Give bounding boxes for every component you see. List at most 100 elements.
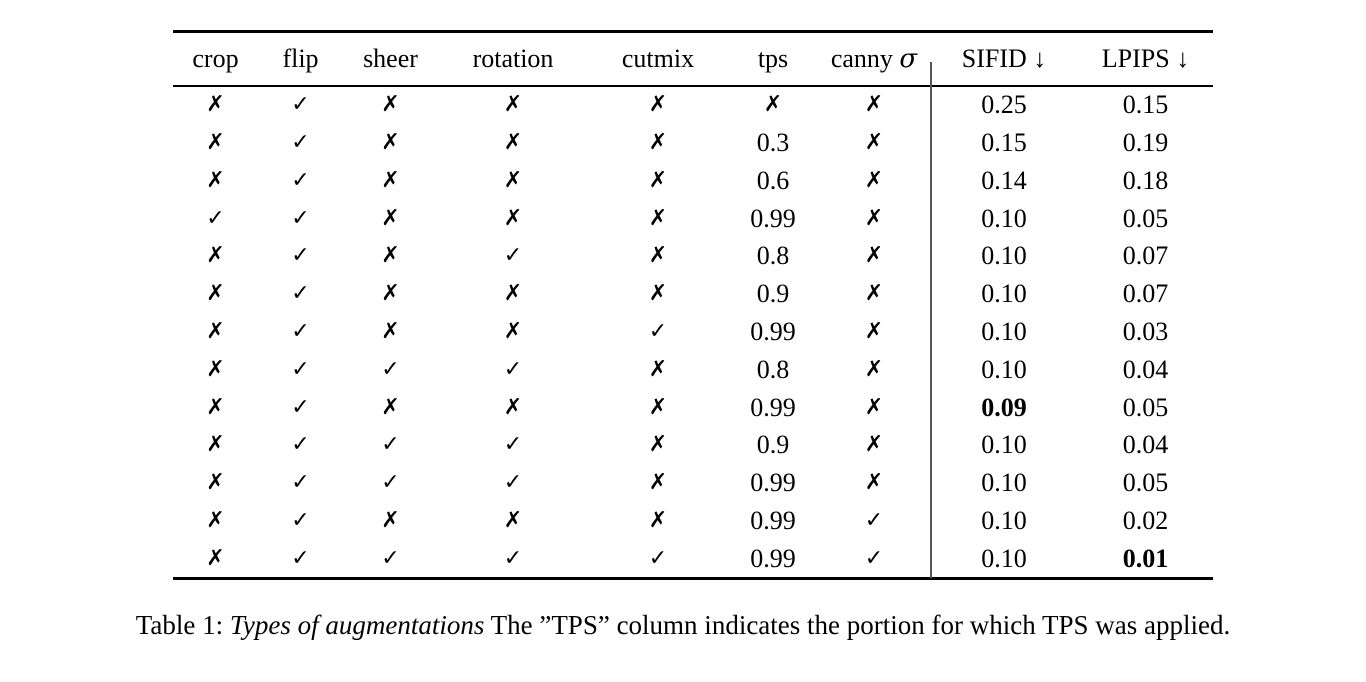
cross-mark-icon: ✗ [503,318,523,344]
table-cell: 0.99 [750,468,796,498]
check-mark-icon: ✓ [291,167,310,193]
table-cell: 0.04 [1122,430,1169,460]
table-cell: 0.15 [981,128,1027,158]
caption-italic-title: Types of augmentations [229,610,485,640]
table-cell: 0.03 [1122,316,1169,346]
check-mark-icon: ✓ [291,507,310,533]
table-cell: 0.10 [981,316,1027,346]
cross-mark-icon: ✗ [381,507,400,533]
table-cell: 0.99 [750,505,796,535]
table-row: ✗ ✓ ✗ ✗ ✗ ✗ ✗ 0.25 0.15 [173,87,1213,125]
table-cell: 0.99 [750,392,796,422]
table-body: ✗ ✓ ✗ ✗ ✗ ✗ ✗ 0.25 0.15 ✗ ✓ ✗ ✗ ✗ 0.3 ✗ 0.15 0.19 ✗ ✓ ✗ ✗ ✗ 0.6… [173,87,1213,578]
cross-mark-icon: ✗ [648,130,668,156]
table-cell: 0.15 [1122,90,1169,120]
table-cell: 0.05 [1122,468,1169,498]
check-mark-icon: ✓ [291,545,310,571]
cross-mark-icon: ✗ [648,356,668,382]
cross-mark-icon: ✗ [648,394,668,420]
column-header-sheer: sheer [363,44,418,73]
caption-label: Table 1: [135,610,230,640]
cross-mark-icon: ✗ [381,318,400,344]
cross-mark-icon: ✗ [864,394,884,420]
column-header-cutmix: cutmix [621,44,695,73]
check-mark-icon: ✓ [503,545,523,571]
cross-mark-icon: ✗ [864,92,884,118]
cross-mark-icon: ✗ [864,130,884,156]
column-header-sifid: SIFID ↓ [961,44,1047,73]
table-row: ✗ ✓ ✓ ✓ ✗ 0.99 ✗ 0.10 0.05 [173,464,1213,502]
check-mark-icon: ✓ [381,545,400,571]
cross-mark-icon: ✗ [206,318,225,344]
augmentation-table: crop flip sheer rotation cutmix tps canny σ SIF… [173,30,1213,581]
table-caption: Table 1: Types of augmentations The ”TPS… [0,608,1366,643]
table-cell: 0.10 [981,203,1027,233]
sigma-symbol: σ [899,44,918,74]
table-cell: 0.10 [981,543,1027,573]
cross-mark-icon: ✗ [206,92,225,118]
table-cell: 0.6 [756,165,790,195]
check-mark-icon: ✓ [206,205,225,231]
table-row: ✗ ✓ ✗ ✗ ✗ 0.3 ✗ 0.15 0.19 [173,124,1213,162]
cross-mark-icon: ✗ [206,394,225,420]
cross-mark-icon: ✗ [381,92,400,118]
cross-mark-icon: ✗ [503,281,523,307]
table-row: ✗ ✓ ✗ ✓ ✗ 0.8 ✗ 0.10 0.07 [173,238,1213,276]
check-mark-icon: ✓ [503,243,523,269]
check-mark-icon: ✓ [381,356,400,382]
cross-mark-icon: ✗ [864,318,884,344]
check-mark-icon: ✓ [291,356,310,382]
table-cell: 0.9 [756,279,790,309]
check-mark-icon: ✓ [291,92,310,118]
table-cell: 0.10 [981,241,1027,271]
table-top-rule [173,30,1213,33]
cross-mark-icon: ✗ [381,130,400,156]
check-mark-icon: ✓ [291,394,310,420]
cross-mark-icon: ✗ [206,507,225,533]
cross-mark-icon: ✗ [206,432,225,458]
table-cell: 0.99 [750,543,796,573]
table-cell: 0.02 [1122,505,1169,535]
check-mark-icon: ✓ [291,281,310,307]
table-cell: 0.10 [981,468,1027,498]
check-mark-icon: ✓ [864,507,884,533]
table-cell: 0.9 [756,430,790,460]
cross-mark-icon: ✗ [206,130,225,156]
table-cell: 0.09 [981,392,1027,422]
check-mark-icon: ✓ [381,470,400,496]
check-mark-icon: ✓ [864,545,884,571]
cross-mark-icon: ✗ [381,281,400,307]
cross-mark-icon: ✗ [206,545,225,571]
cross-mark-icon: ✗ [648,167,668,193]
check-mark-icon: ✓ [291,318,310,344]
table-cell: 0.01 [1122,543,1169,573]
table-cell: 0.05 [1122,392,1169,422]
cross-mark-icon: ✗ [648,243,668,269]
cross-mark-icon: ✗ [648,470,668,496]
cross-mark-icon: ✗ [381,243,400,269]
table-row: ✗ ✓ ✓ ✓ ✗ 0.9 ✗ 0.10 0.04 [173,426,1213,464]
table-row: ✗ ✓ ✓ ✓ ✗ 0.8 ✗ 0.10 0.04 [173,351,1213,389]
table-cell: 0.04 [1122,354,1169,384]
table-cell: 0.8 [756,241,790,271]
cross-mark-icon: ✗ [503,205,523,231]
cross-mark-icon: ✗ [503,167,523,193]
cross-mark-icon: ✗ [206,243,225,269]
table-row: ✗ ✓ ✗ ✗ ✗ 0.6 ✗ 0.14 0.18 [173,162,1213,200]
cross-mark-icon: ✗ [206,470,225,496]
cross-mark-icon: ✗ [648,281,668,307]
table-row: ✗ ✓ ✗ ✗ ✗ 0.99 ✗ 0.09 0.05 [173,389,1213,427]
cross-mark-icon: ✗ [864,281,884,307]
table-cell: 0.07 [1122,241,1169,271]
check-mark-icon: ✓ [503,432,523,458]
check-mark-icon: ✓ [648,545,668,571]
cross-mark-icon: ✗ [381,394,400,420]
cross-mark-icon: ✗ [381,205,400,231]
table-row: ✓ ✓ ✗ ✗ ✗ 0.99 ✗ 0.10 0.05 [173,200,1213,238]
check-mark-icon: ✓ [291,243,310,269]
check-mark-icon: ✓ [291,205,310,231]
cross-mark-icon: ✗ [864,205,884,231]
cross-mark-icon: ✗ [503,92,523,118]
table-header-rule [173,85,1213,87]
table-row: ✗ ✓ ✓ ✓ ✓ 0.99 ✓ 0.10 0.01 [173,540,1213,578]
